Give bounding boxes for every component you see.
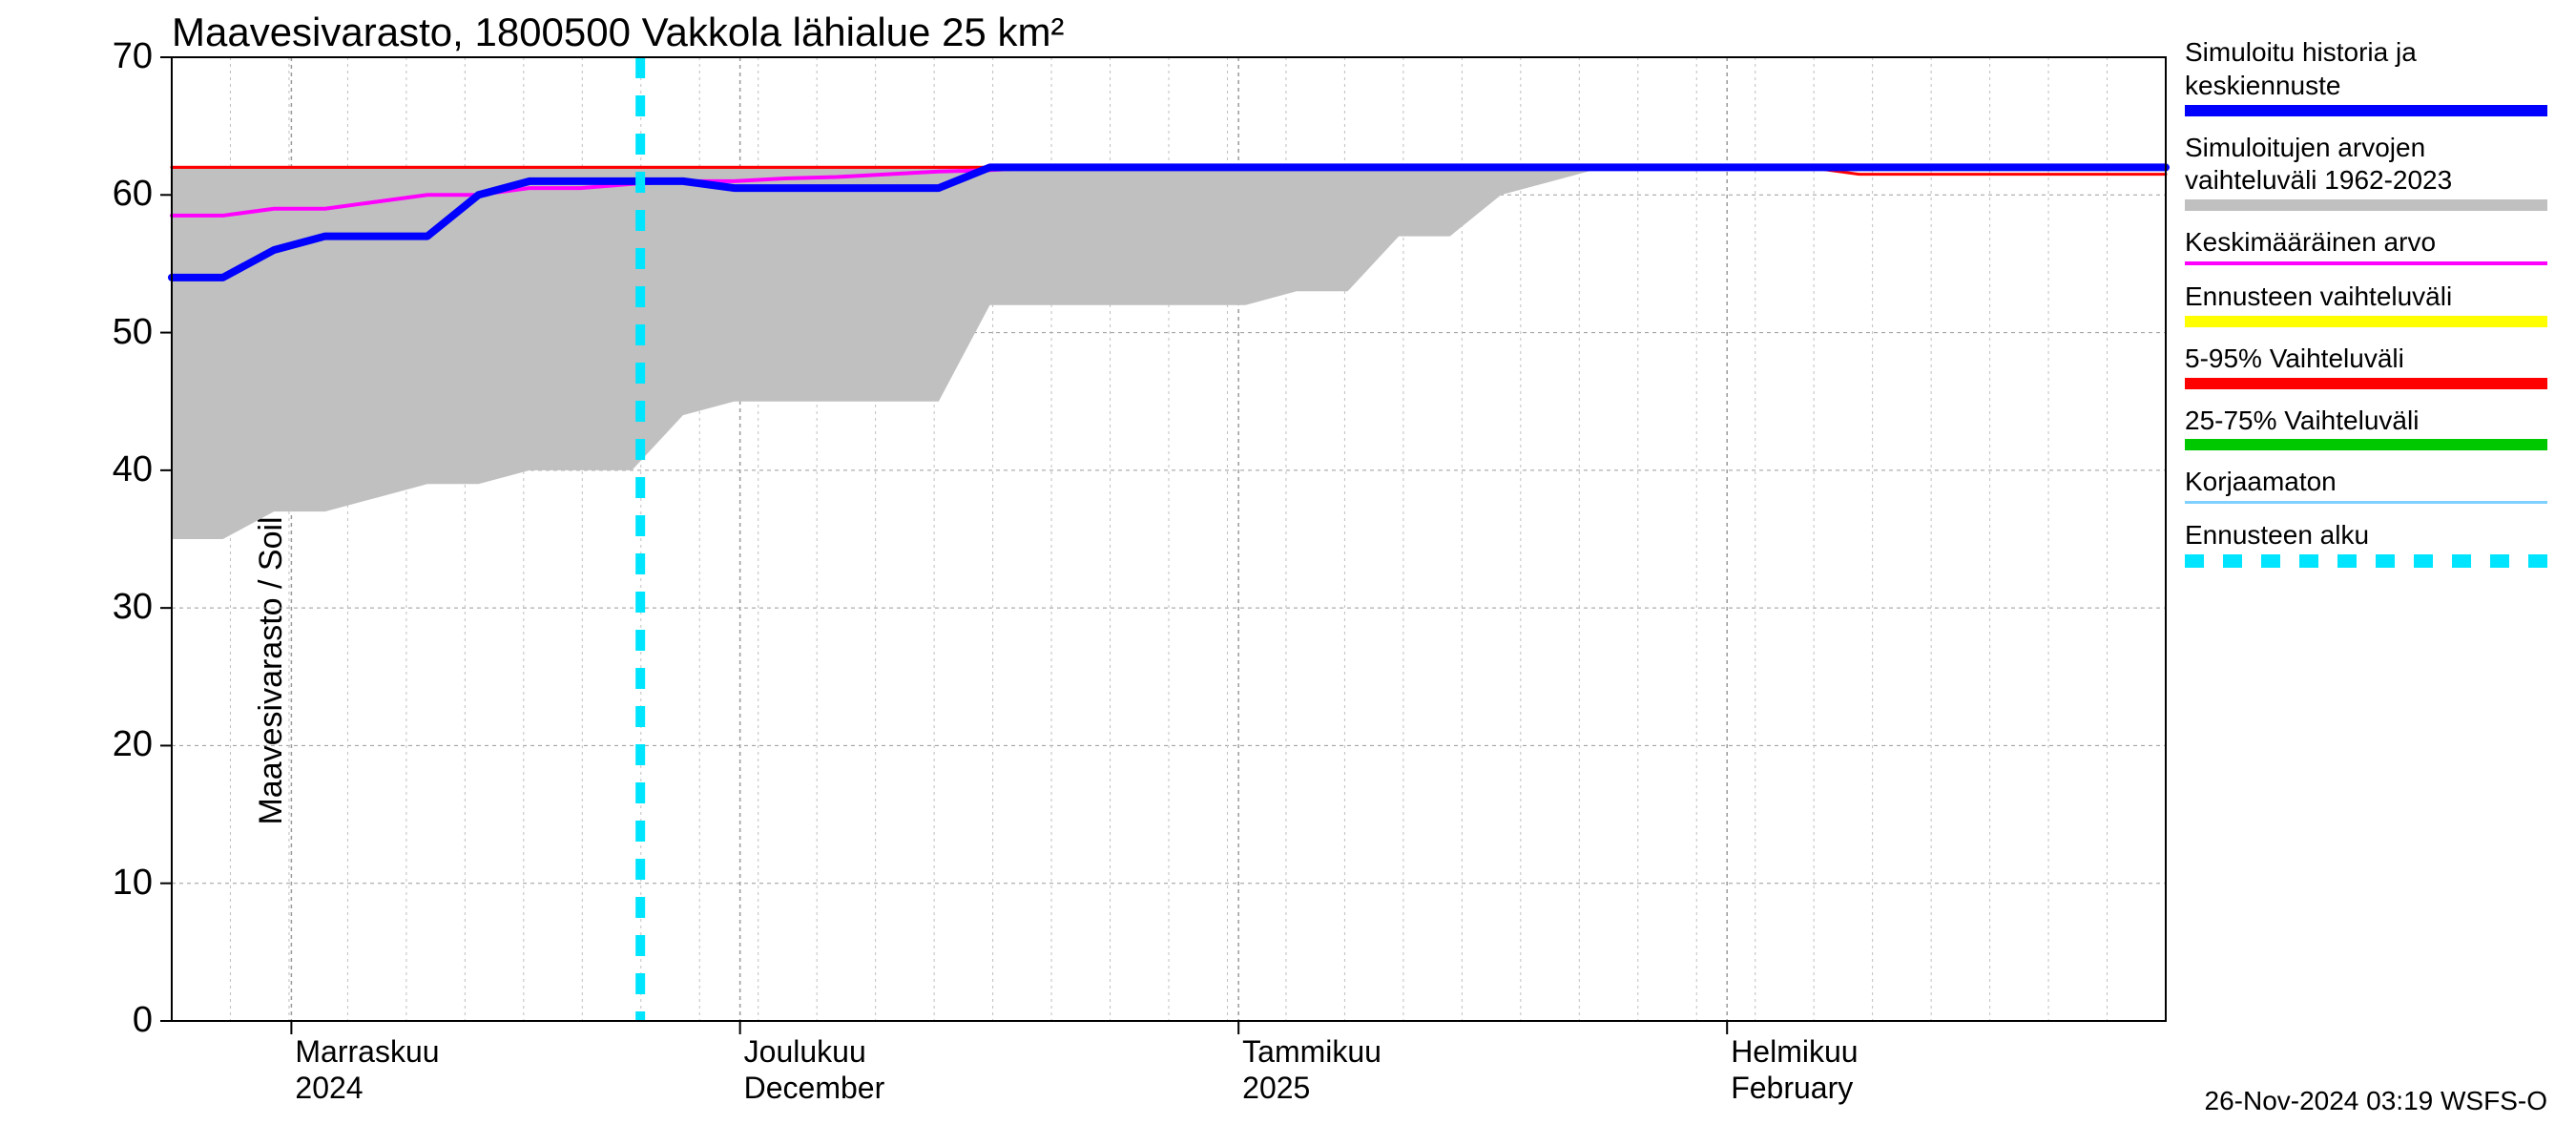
legend-swatch [2185,199,2547,211]
x-tick-label-top: Helmikuu [1731,1034,1858,1070]
legend-swatch [2185,105,2547,116]
legend-swatch [2185,439,2547,450]
legend: Simuloitu historia jakeskiennusteSimuloi… [2185,38,2547,585]
legend-label: Keskimääräinen arvo [2185,228,2547,258]
legend-item: Ennusteen vaihteluväli [2185,282,2547,341]
chart-container: Maavesivarasto / Soil moisture mm Maaves… [0,0,2576,1145]
legend-label: Ennusteen vaihteluväli [2185,282,2547,312]
legend-item: 25-75% Vaihteluväli [2185,406,2547,465]
y-tick-label: 50 [95,312,153,353]
legend-item: Keskimääräinen arvo [2185,228,2547,279]
legend-label: vaihteluväli 1962-2023 [2185,166,2547,196]
legend-item: Simuloitujen arvojen vaihteluväli 1962-20… [2185,134,2547,225]
x-tick-label-bottom: 2025 [1242,1071,1310,1106]
legend-item: Korjaamaton [2185,468,2547,517]
y-tick-label: 30 [95,587,153,628]
legend-label: Simuloitujen arvojen [2185,134,2547,163]
y-tick-label: 70 [95,36,153,77]
x-tick-label-top: Marraskuu [295,1034,439,1070]
legend-label: Korjaamaton [2185,468,2547,497]
legend-item: Ennusteen alku [2185,521,2547,581]
legend-swatch [2185,378,2547,389]
legend-item: 5-95% Vaihteluväli [2185,344,2547,403]
y-tick-label: 20 [95,724,153,765]
legend-label: Simuloitu historia ja [2185,38,2547,68]
legend-label: Ennusteen alku [2185,521,2547,551]
legend-item: Simuloitu historia ja keskiennuste [2185,38,2547,130]
x-tick-label-top: Tammikuu [1242,1034,1381,1070]
timestamp-label: 26-Nov-2024 03:19 WSFS-O [2205,1086,2548,1116]
legend-label: keskiennuste [2185,72,2547,101]
x-tick-label-top: Joulukuu [744,1034,866,1070]
legend-label: 25-75% Vaihteluväli [2185,406,2547,436]
legend-label: 5-95% Vaihteluväli [2185,344,2547,374]
legend-swatch [2185,316,2547,327]
y-tick-label: 0 [95,1000,153,1041]
x-tick-label-bottom: 2024 [295,1071,363,1106]
y-tick-label: 40 [95,449,153,490]
legend-swatch [2185,554,2547,568]
x-tick-label-bottom: December [744,1071,885,1106]
y-tick-label: 60 [95,174,153,215]
y-tick-label: 10 [95,863,153,904]
x-tick-label-bottom: February [1731,1071,1853,1106]
